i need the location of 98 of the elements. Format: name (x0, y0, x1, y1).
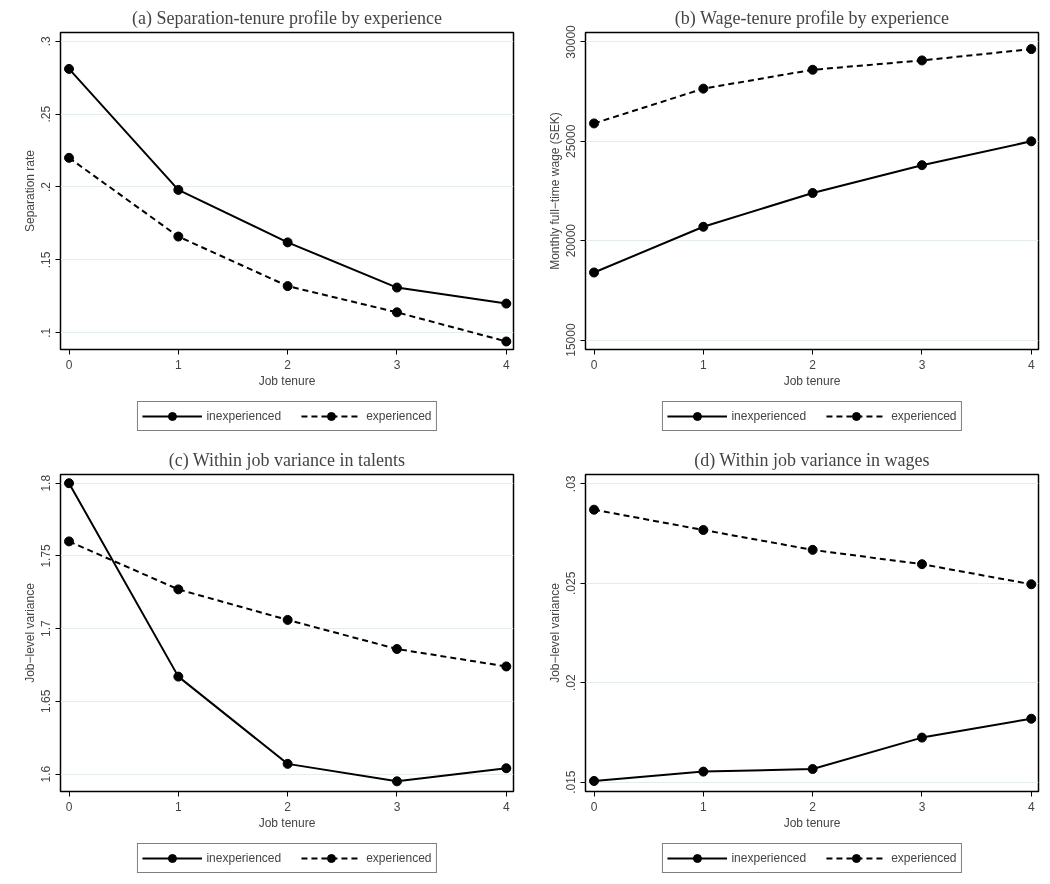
point (698, 83, 709, 94)
x-tick-label: 1 (700, 357, 707, 372)
point (807, 64, 818, 75)
y-tick-label: 30000 (564, 24, 579, 59)
point (64, 536, 75, 547)
y-tick-label: .03 (564, 475, 579, 493)
point (501, 763, 512, 774)
x-tick-label: 2 (284, 799, 292, 814)
legend-label: experienced (366, 851, 432, 865)
point (282, 758, 293, 769)
point (698, 524, 709, 535)
point (173, 231, 184, 242)
y-tick-label: .015 (564, 770, 579, 794)
point (698, 221, 709, 232)
legend-label: inexperienced (731, 851, 807, 865)
y-tick-label: 1.8 (39, 474, 54, 492)
x-tick-label: 0 (590, 799, 598, 814)
x-tick-label: 4 (502, 799, 510, 814)
y-tick-label: .3 (39, 35, 54, 47)
y-axis-title: Job−level variance (547, 582, 562, 683)
legend-label: experienced (366, 409, 432, 423)
point (64, 478, 75, 489)
x-tick-label: 0 (65, 799, 73, 814)
point (282, 237, 293, 248)
x-tick-label: 4 (1027, 357, 1035, 372)
y-axis-title: Job−level variance (22, 582, 37, 683)
y-tick-label: 1.6 (39, 765, 54, 783)
legend-label: inexperienced (206, 851, 282, 865)
chart-title: (c) Within job variance in talents (168, 449, 406, 471)
chart-title: (d) Within job variance in wages (694, 449, 930, 471)
x-tick-label: 1 (175, 357, 182, 372)
legend-label: inexperienced (206, 409, 282, 423)
y-tick-label: 20000 (564, 223, 579, 258)
y-tick-label: 15000 (564, 323, 579, 357)
legend-label: inexperienced (731, 409, 807, 423)
y-tick-label: 1.65 (39, 689, 54, 714)
y-tick-label: 1.7 (39, 619, 54, 637)
x-tick-label: 0 (65, 357, 73, 372)
x-tick-label: 2 (809, 799, 817, 814)
x-tick-label: 2 (284, 357, 292, 372)
x-tick-label: 3 (918, 799, 926, 814)
y-tick-label: .15 (39, 251, 54, 269)
point (64, 63, 75, 74)
point (391, 644, 402, 654)
chart-title: (b) Wage-tenure profile by experience (674, 7, 949, 29)
point (1026, 44, 1037, 55)
x-axis-title: Job tenure (258, 373, 316, 388)
point (173, 584, 184, 595)
x-tick-label: 2 (809, 357, 817, 372)
chart-title: (a) Separation-tenure profile by experience (132, 7, 442, 29)
point (282, 614, 293, 625)
point (589, 775, 600, 786)
x-tick-label: 3 (393, 799, 401, 814)
point (173, 671, 184, 682)
x-tick-label: 1 (700, 799, 707, 814)
x-axis-title: Job tenure (783, 373, 841, 388)
x-tick-label: 0 (590, 357, 598, 372)
y-tick-label: .025 (564, 571, 579, 595)
point (391, 307, 402, 318)
point (916, 55, 927, 66)
point (501, 298, 512, 309)
point (916, 160, 927, 171)
y-tick-label: 1.75 (39, 543, 54, 568)
legend-label: experienced (891, 851, 957, 865)
x-tick-label: 4 (1027, 799, 1035, 814)
point (1026, 579, 1037, 590)
y-axis-title: Monthly full−time wage (SEK) (547, 112, 562, 270)
point (501, 661, 512, 672)
point (916, 732, 927, 743)
y-tick-label: .25 (39, 105, 54, 123)
point (589, 118, 600, 129)
x-tick-label: 1 (175, 799, 182, 814)
y-tick-label: 25000 (564, 124, 579, 158)
point (698, 766, 709, 777)
y-tick-label: .1 (39, 327, 54, 338)
y-tick-label: .02 (564, 674, 579, 692)
x-axis-title: Job tenure (783, 815, 841, 830)
x-tick-label: 3 (393, 357, 401, 372)
point (391, 282, 402, 293)
point (501, 336, 512, 347)
point (1026, 136, 1037, 147)
point (64, 152, 75, 163)
legend-label: experienced (891, 409, 957, 423)
point (589, 267, 600, 278)
point (173, 184, 184, 195)
x-tick-label: 4 (502, 357, 510, 372)
point (807, 188, 818, 198)
point (282, 281, 293, 292)
y-axis-title: Separation rate (22, 149, 37, 233)
point (807, 544, 818, 555)
point (807, 764, 818, 775)
x-axis-title: Job tenure (258, 815, 316, 830)
point (916, 559, 927, 570)
point (589, 504, 600, 515)
point (1026, 713, 1037, 724)
point (391, 776, 402, 787)
x-tick-label: 3 (918, 357, 926, 372)
y-tick-label: .2 (39, 181, 54, 192)
